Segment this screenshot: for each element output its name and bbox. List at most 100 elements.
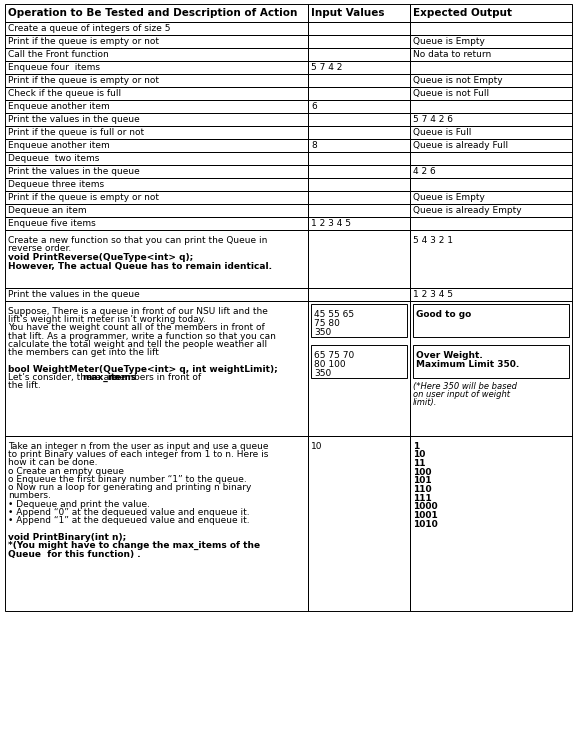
Bar bbox=[308, 204, 410, 217]
Text: 5 7 4 2 6: 5 7 4 2 6 bbox=[413, 115, 453, 124]
Text: 101: 101 bbox=[413, 477, 432, 486]
Bar bbox=[410, 87, 572, 100]
Text: • Append “0” at the dequeued value and enqueue it.: • Append “0” at the dequeued value and e… bbox=[8, 508, 249, 517]
Text: 1000: 1000 bbox=[413, 503, 438, 511]
Bar bbox=[308, 48, 410, 61]
Bar bbox=[410, 22, 572, 35]
Text: o Enqueue the first binary number “1” to the queue.: o Enqueue the first binary number “1” to… bbox=[8, 475, 246, 484]
Bar bbox=[410, 230, 572, 288]
Bar bbox=[410, 113, 572, 126]
Bar bbox=[5, 48, 308, 61]
Text: limit).: limit). bbox=[413, 398, 437, 407]
Text: Dequeue an item: Dequeue an item bbox=[8, 206, 86, 215]
Text: Queue is not Empty: Queue is not Empty bbox=[413, 76, 503, 85]
Text: 10: 10 bbox=[311, 441, 322, 451]
Text: • Dequeue and print the value.: • Dequeue and print the value. bbox=[8, 500, 150, 508]
Text: Print if the queue is empty or not: Print if the queue is empty or not bbox=[8, 37, 159, 46]
Text: Queue is Empty: Queue is Empty bbox=[413, 37, 485, 46]
Bar bbox=[410, 100, 572, 113]
Bar bbox=[410, 204, 572, 217]
Text: how it can be done.: how it can be done. bbox=[8, 458, 97, 467]
Text: 4 2 6: 4 2 6 bbox=[413, 167, 436, 176]
Text: 80 100: 80 100 bbox=[314, 360, 346, 369]
Bar bbox=[308, 436, 410, 611]
Text: Expected Output: Expected Output bbox=[413, 8, 512, 18]
Text: Let’s consider, there are: Let’s consider, there are bbox=[8, 373, 121, 382]
Text: Enqueue another item: Enqueue another item bbox=[8, 102, 110, 111]
Text: Operation to Be Tested and Description of Action: Operation to Be Tested and Description o… bbox=[8, 8, 298, 18]
Text: numbers.: numbers. bbox=[8, 492, 51, 500]
Bar bbox=[410, 301, 572, 436]
Bar bbox=[5, 4, 308, 22]
Text: Queue  for this function) .: Queue for this function) . bbox=[8, 550, 140, 559]
Bar bbox=[308, 165, 410, 178]
Text: Queue is already Full: Queue is already Full bbox=[413, 141, 508, 150]
Text: the lift.: the lift. bbox=[8, 382, 41, 390]
Bar bbox=[5, 288, 308, 301]
Text: Enqueue five items: Enqueue five items bbox=[8, 219, 96, 228]
Bar bbox=[410, 139, 572, 152]
Text: lift’s weight limit meter isn’t working today.: lift’s weight limit meter isn’t working … bbox=[8, 315, 206, 324]
Text: 1010: 1010 bbox=[413, 520, 438, 529]
Text: Good to go: Good to go bbox=[416, 310, 471, 320]
Bar bbox=[308, 61, 410, 74]
Text: Call the Front function: Call the Front function bbox=[8, 50, 109, 59]
Text: max_items: max_items bbox=[82, 373, 136, 382]
Bar bbox=[410, 74, 572, 87]
Bar bbox=[5, 217, 308, 230]
Text: Queue is not Full: Queue is not Full bbox=[413, 89, 489, 98]
Text: 45 55 65: 45 55 65 bbox=[314, 310, 354, 320]
Bar bbox=[308, 74, 410, 87]
Text: 350: 350 bbox=[314, 328, 331, 337]
Bar bbox=[311, 304, 407, 337]
Bar bbox=[5, 204, 308, 217]
Text: Create a new function so that you can print the Queue in: Create a new function so that you can pr… bbox=[8, 235, 267, 244]
Bar bbox=[311, 345, 407, 378]
Text: Print if the queue is empty or not: Print if the queue is empty or not bbox=[8, 193, 159, 202]
Bar bbox=[5, 74, 308, 87]
Text: Input Values: Input Values bbox=[311, 8, 385, 18]
Bar bbox=[308, 100, 410, 113]
Bar bbox=[308, 230, 410, 288]
Text: 5 4 3 2 1: 5 4 3 2 1 bbox=[413, 235, 453, 244]
Text: 1 2 3 4 5: 1 2 3 4 5 bbox=[413, 290, 453, 299]
Bar bbox=[308, 152, 410, 165]
Bar bbox=[410, 178, 572, 191]
Text: o Create an empty queue: o Create an empty queue bbox=[8, 466, 124, 475]
Bar bbox=[410, 61, 572, 74]
Bar bbox=[308, 288, 410, 301]
Text: void PrintBinary(int n);: void PrintBinary(int n); bbox=[8, 533, 126, 542]
Text: 1: 1 bbox=[413, 441, 419, 451]
Bar bbox=[5, 301, 308, 436]
Bar bbox=[5, 165, 308, 178]
Text: Queue is Empty: Queue is Empty bbox=[413, 193, 485, 202]
Bar bbox=[413, 345, 569, 378]
Text: 10: 10 bbox=[413, 450, 425, 459]
Text: 11: 11 bbox=[413, 459, 426, 468]
Text: Check if the queue is full: Check if the queue is full bbox=[8, 89, 121, 98]
Bar bbox=[410, 4, 572, 22]
Bar bbox=[410, 165, 572, 178]
Bar bbox=[5, 61, 308, 74]
Bar bbox=[5, 139, 308, 152]
Bar bbox=[5, 191, 308, 204]
Text: 6: 6 bbox=[311, 102, 317, 111]
Bar bbox=[308, 22, 410, 35]
Bar bbox=[308, 113, 410, 126]
Text: However, The actual Queue has to remain identical.: However, The actual Queue has to remain … bbox=[8, 262, 272, 271]
Text: o Now run a loop for generating and printing n binary: o Now run a loop for generating and prin… bbox=[8, 483, 251, 492]
Text: *(You might have to change the max_items of the: *(You might have to change the max_items… bbox=[8, 541, 260, 551]
Bar bbox=[410, 288, 572, 301]
Text: Create a queue of integers of size 5: Create a queue of integers of size 5 bbox=[8, 24, 171, 33]
Bar bbox=[308, 217, 410, 230]
Bar bbox=[410, 35, 572, 48]
Bar bbox=[5, 87, 308, 100]
Bar bbox=[5, 436, 308, 611]
Text: Print the values in the queue: Print the values in the queue bbox=[8, 167, 140, 176]
Bar bbox=[410, 191, 572, 204]
Bar bbox=[308, 35, 410, 48]
Text: to print Binary values of each integer from 1 to n. Here is: to print Binary values of each integer f… bbox=[8, 450, 269, 459]
Bar bbox=[5, 126, 308, 139]
Bar bbox=[308, 301, 410, 436]
Bar bbox=[308, 126, 410, 139]
